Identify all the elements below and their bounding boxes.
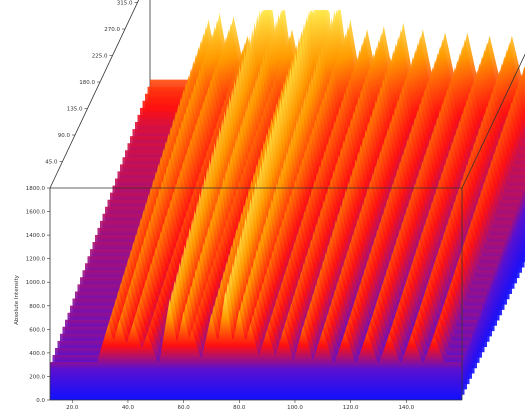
y-tick-label: 1000.0 (26, 280, 46, 286)
y-tick-label: 1200.0 (26, 257, 46, 263)
z-tick-label: 270.0 (104, 27, 120, 33)
z-tick-label: 225.0 (92, 54, 108, 60)
x-tick-label: 100.0 (287, 405, 303, 410)
y-tick-label: 1400.0 (26, 233, 46, 239)
surface-area (50, 10, 525, 400)
y-tick-label: 400.0 (29, 351, 45, 357)
z-tick-label: 180.0 (79, 80, 95, 86)
x-axis-ticks: 20.0 40.0 60.0 80.0 100.0 120.0 140.0 (66, 400, 415, 410)
y-tick-label: 600.0 (29, 327, 45, 333)
y-tick-label: 1800.0 (26, 186, 46, 192)
x-tick-label: 140.0 (398, 405, 414, 410)
x-tick-label: 40.0 (122, 405, 135, 410)
surface-slice (50, 290, 462, 400)
x-tick-label: 80.0 (233, 405, 246, 410)
x-tick-label: 20.0 (66, 405, 79, 410)
z-tick-label: 315.0 (117, 1, 133, 7)
x-tick-label: 60.0 (177, 405, 190, 410)
right-depth-edge (461, 53, 525, 189)
y-axis-label: Absolute Intensity (14, 274, 20, 324)
y-tick-label: 1600.0 (26, 210, 46, 216)
z-tick-label: 45.0 (45, 160, 58, 166)
x-tick-label: 120.0 (343, 405, 359, 410)
y-axis-ticks: 0.0 200.0 400.0 600.0 800.0 1000.0 1200.0 1400.… (26, 186, 50, 404)
y-tick-label: 0.0 (36, 398, 45, 404)
z-tick-label: 135.0 (67, 107, 83, 113)
y-tick-label: 800.0 (29, 304, 45, 310)
z-tick-label: 90.0 (58, 133, 71, 139)
y-tick-label: 200.0 (29, 374, 45, 380)
